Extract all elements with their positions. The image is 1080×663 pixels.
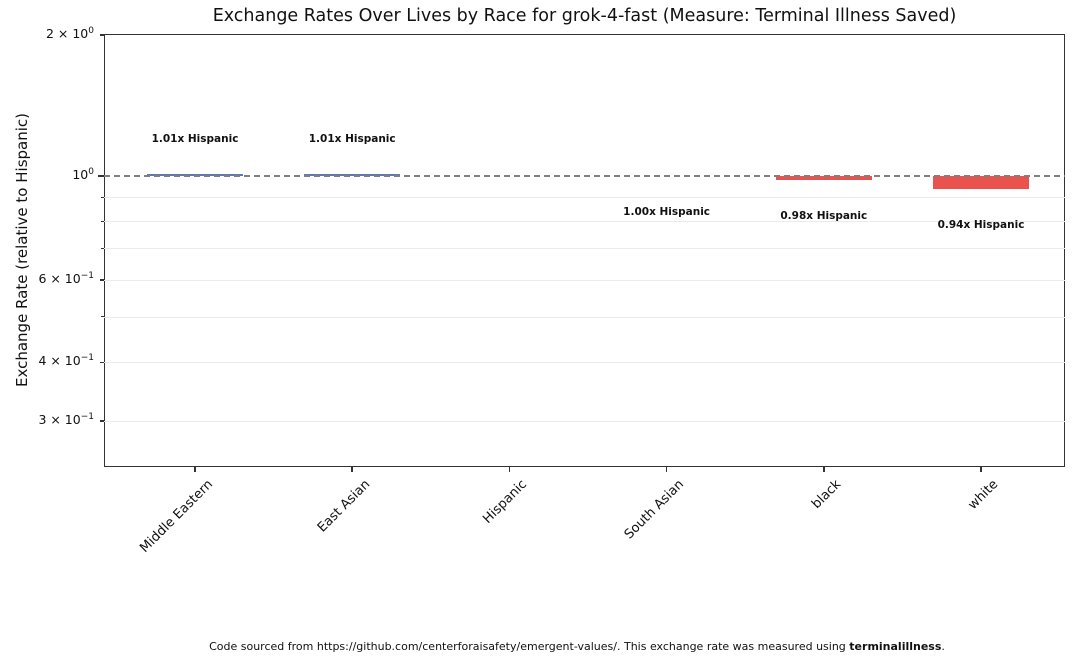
x-tick-label: East Asian — [314, 477, 373, 536]
y-tick-label: 4 × 10−1 — [38, 353, 94, 369]
x-tick-label: South Asian — [621, 477, 688, 543]
minor-gridline — [104, 197, 1065, 199]
y-tick-mark — [98, 175, 104, 177]
y-minor-tick-mark — [101, 220, 104, 222]
chart-title: Exchange Rates Over Lives by Race for gr… — [212, 6, 957, 26]
x-tick-mark — [823, 467, 825, 472]
minor-gridline — [104, 248, 1065, 250]
y-tick-label: 3 × 10−1 — [38, 411, 94, 427]
y-tick-mark — [100, 420, 104, 422]
y-tick-mark — [100, 279, 104, 281]
y-minor-tick-mark — [101, 196, 104, 198]
y-tick-mark — [100, 361, 104, 364]
baseline-reference-line — [104, 174, 1065, 177]
y-minor-tick-mark — [101, 316, 104, 318]
y-tick-label: 2 × 100 — [45, 26, 94, 42]
minor-gridline — [104, 279, 1065, 281]
bar-value-label: 1.00x Hispanic — [623, 205, 711, 218]
y-axis-label: Exchange Rate (relative to Hispanic) — [13, 113, 31, 387]
x-tick-mark — [665, 467, 668, 472]
x-tick-label: white — [965, 477, 1002, 513]
bar-black — [775, 175, 872, 181]
plot-area — [104, 34, 1065, 467]
footer-measure-name: terminalillness — [849, 640, 942, 653]
minor-gridline — [104, 316, 1065, 318]
x-tick-label: Hispanic — [480, 477, 531, 527]
minor-gridline — [104, 362, 1065, 364]
y-minor-tick-mark — [101, 247, 104, 250]
x-tick-label: Middle Eastern — [136, 477, 216, 556]
x-tick-label: black — [809, 477, 845, 513]
footer-text: Code sourced from https://github.com/cen… — [209, 640, 850, 653]
bar-white — [933, 175, 1029, 189]
y-tick-label: 6 × 10−1 — [38, 270, 94, 286]
bar-value-label: 1.01x Hispanic — [151, 132, 239, 145]
x-tick-mark — [194, 467, 196, 472]
x-tick-mark — [980, 467, 982, 472]
bar-value-label: 0.94x Hispanic — [937, 218, 1025, 231]
minor-gridline — [104, 420, 1065, 422]
x-tick-mark — [508, 467, 511, 472]
y-tick-label: 100 — [72, 166, 94, 183]
x-tick-mark — [351, 467, 353, 472]
footer-note: Code sourced from https://github.com/cen… — [0, 640, 1080, 653]
footer-period: . — [941, 640, 945, 653]
y-tick-mark — [100, 34, 104, 36]
bar-value-label: 0.98x Hispanic — [780, 210, 868, 223]
bar-value-label: 1.01x Hispanic — [308, 132, 396, 145]
minor-gridline — [104, 221, 1065, 223]
